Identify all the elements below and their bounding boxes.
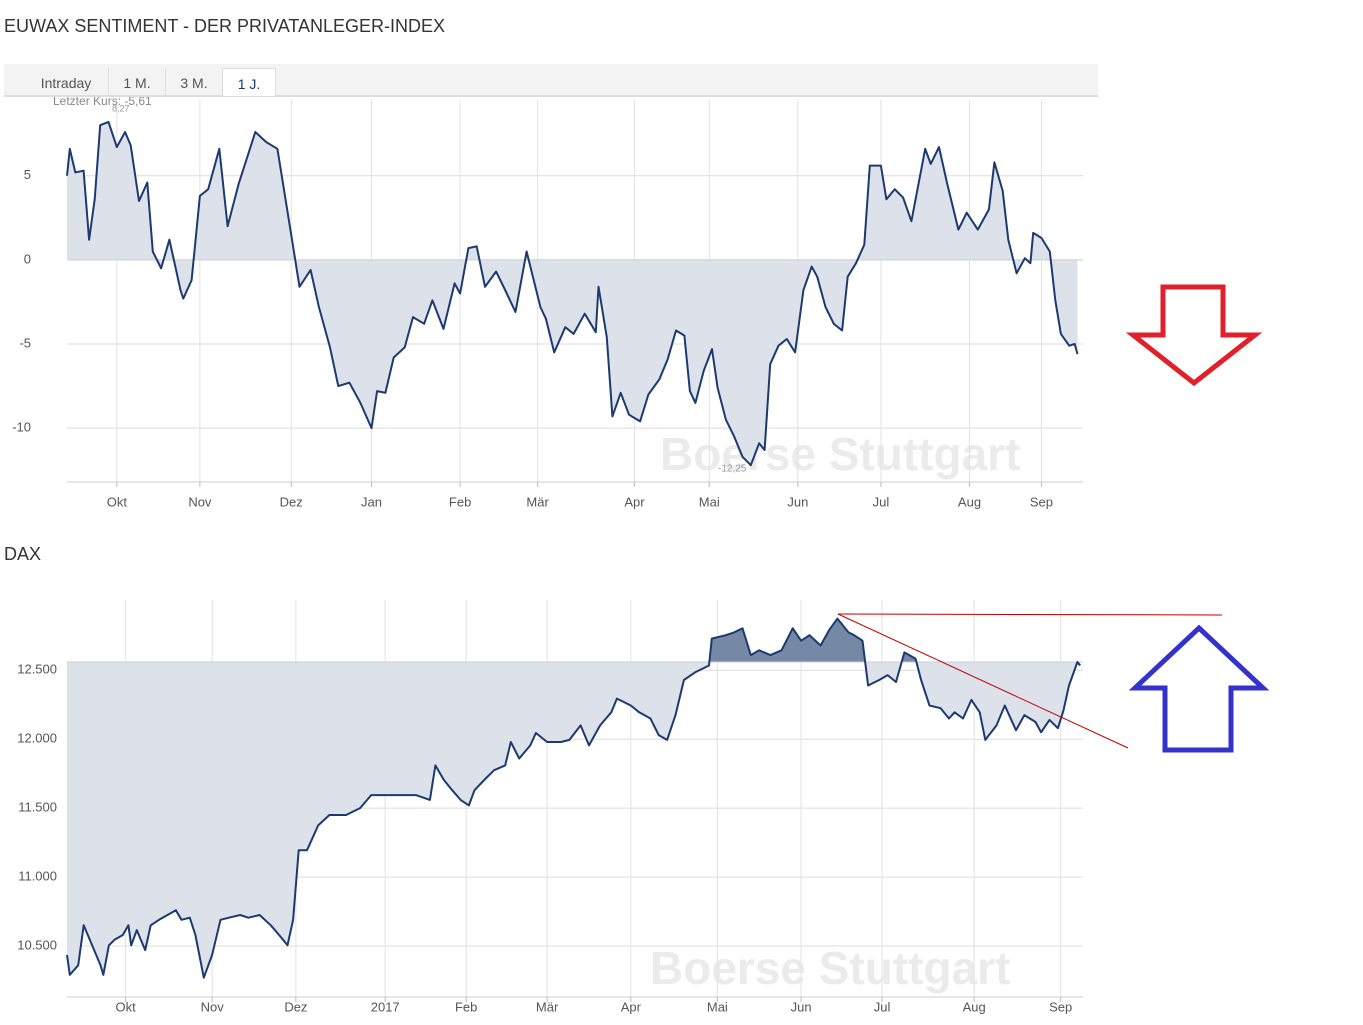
x-tick-label: Nov: [201, 999, 225, 1014]
tab[interactable]: 3 M.: [166, 68, 223, 95]
annotation: -12,25: [718, 464, 747, 475]
x-tick-label: Sep: [1049, 999, 1072, 1014]
y-tick-label: -10: [12, 420, 31, 435]
y-tick-label: -5: [19, 335, 31, 350]
x-tick-label: Jun: [791, 999, 812, 1014]
x-tick-label: 2017: [371, 999, 400, 1014]
x-tick-label: Okt: [107, 494, 128, 509]
x-tick-label: Dez: [284, 999, 307, 1014]
x-tick-label: Feb: [455, 999, 477, 1014]
watermark: Boerse Stuttgart: [660, 428, 1020, 480]
x-tick-label: Jan: [361, 494, 382, 509]
y-tick-label: 5: [24, 167, 31, 182]
x-tick-label: Jul: [874, 999, 891, 1014]
x-tick-label: Aug: [963, 999, 986, 1014]
x-tick-label: Okt: [115, 999, 136, 1014]
y-tick-label: 11.000: [18, 869, 57, 884]
y-tick-label: 12.000: [17, 731, 57, 746]
x-tick-label: Mär: [526, 494, 549, 509]
area-above: [67, 618, 1081, 663]
annotation: Letzter Kurs: -5,61: [53, 94, 152, 108]
watermark: Boerse Stuttgart: [650, 942, 1010, 994]
y-tick-label: 0: [24, 251, 31, 266]
x-tick-label: Apr: [624, 494, 645, 509]
trend-line: [837, 613, 1223, 616]
plot: Boerse Stuttgart 10.500 11.000 11.500 12.000…: [17, 600, 1083, 1014]
x-tick-label: Dez: [280, 494, 303, 509]
area-below: [67, 662, 1081, 978]
tab-bar: Intraday 1 M. 3 M. 1 J.: [4, 64, 1098, 97]
line: [66, 617, 1081, 979]
x-tick-label: Apr: [621, 999, 642, 1014]
trend-line: [837, 613, 1129, 749]
up-arrow: [1128, 624, 1270, 753]
down-arrow: [1125, 284, 1263, 387]
plot: Boerse Stuttgart 5 0 -5 -10 Okt Nov Dez Jan Feb Mä…: [12, 94, 1083, 509]
x-tick-label: Mai: [707, 999, 728, 1014]
y-tick-label: 12.500: [17, 662, 57, 677]
tab[interactable]: Intraday: [24, 68, 109, 95]
x-tick-label: Jul: [873, 494, 890, 509]
x-tick-label: Nov: [188, 494, 212, 509]
tab[interactable]: 1 J.: [222, 68, 276, 96]
y-tick-label: 10.500: [17, 937, 57, 952]
x-tick-label: Mai: [699, 494, 720, 509]
x-tick-label: Feb: [449, 494, 471, 509]
x-tick-label: Jun: [787, 494, 808, 509]
plots: Boerse Stuttgart 5 0 -5 -10 Okt Nov Dez Jan Feb Mä…: [12, 94, 1083, 1014]
chart-title: DAX: [4, 544, 41, 564]
x-tick-label: Mär: [536, 999, 559, 1014]
tab[interactable]: 1 M.: [109, 68, 166, 95]
line: [66, 120, 1079, 467]
area: [67, 121, 1078, 466]
x-tick-label: Sep: [1030, 494, 1053, 509]
y-tick-label: 11.500: [18, 800, 57, 815]
x-tick-label: Aug: [958, 494, 981, 509]
chart-title: EUWAX SENTIMENT - DER PRIVATANLEGER-INDE…: [4, 16, 445, 36]
annotation: 8,27: [112, 103, 130, 113]
